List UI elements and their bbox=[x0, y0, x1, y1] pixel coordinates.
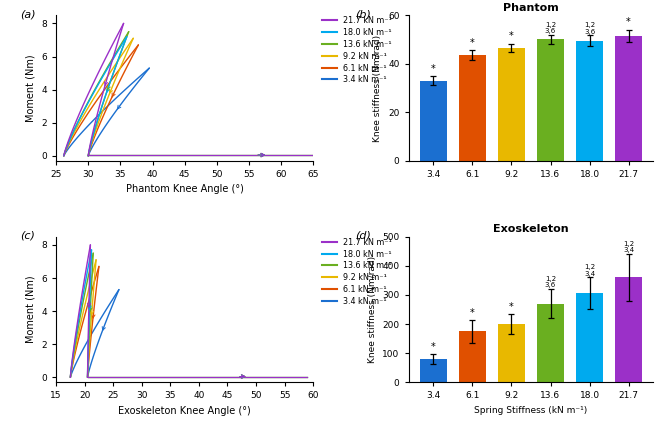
Bar bbox=[576, 41, 603, 161]
Y-axis label: Knee stiffness (Nm/rad): Knee stiffness (Nm/rad) bbox=[368, 256, 377, 363]
Text: 1,2
3,4: 1,2 3,4 bbox=[623, 241, 634, 253]
Text: *: * bbox=[626, 17, 631, 27]
Legend: 21.7 kN m⁻¹, 18.0 kN m⁻¹, 13.6 kN m⁻¹, 9.2 kN m⁻¹, 6.1 kN m⁻¹, 3.4 kN m⁻¹: 21.7 kN m⁻¹, 18.0 kN m⁻¹, 13.6 kN m⁻¹, 9… bbox=[322, 238, 392, 306]
Text: (a): (a) bbox=[20, 10, 36, 19]
Text: 1,2
3,6: 1,2 3,6 bbox=[545, 22, 556, 34]
Bar bbox=[537, 39, 564, 161]
Bar bbox=[537, 304, 564, 382]
X-axis label: Spring Stiffness (kN m⁻¹): Spring Stiffness (kN m⁻¹) bbox=[475, 406, 587, 415]
Text: 1,2
3,4: 1,2 3,4 bbox=[584, 264, 595, 276]
X-axis label: Phantom Knee Angle (°): Phantom Knee Angle (°) bbox=[125, 184, 244, 194]
Bar bbox=[615, 277, 642, 382]
Text: *: * bbox=[509, 302, 514, 312]
X-axis label: Exoskeleton Knee Angle (°): Exoskeleton Knee Angle (°) bbox=[118, 406, 251, 416]
Text: *: * bbox=[470, 308, 475, 318]
Bar bbox=[498, 48, 525, 161]
Bar bbox=[459, 331, 486, 382]
Y-axis label: Knee stiffness (Nm/rad): Knee stiffness (Nm/rad) bbox=[374, 35, 383, 142]
Title: Exoskeleton: Exoskeleton bbox=[493, 225, 569, 235]
Bar bbox=[420, 359, 447, 382]
Title: Phantom: Phantom bbox=[503, 3, 559, 13]
Bar bbox=[498, 324, 525, 382]
Text: *: * bbox=[431, 64, 436, 74]
Y-axis label: Moment (Nm): Moment (Nm) bbox=[26, 276, 36, 343]
Text: *: * bbox=[431, 342, 436, 353]
Bar bbox=[459, 55, 486, 161]
Text: (d): (d) bbox=[354, 231, 370, 241]
Bar bbox=[420, 81, 447, 161]
Bar bbox=[615, 36, 642, 161]
Text: (c): (c) bbox=[20, 231, 35, 241]
Y-axis label: Moment (Nm): Moment (Nm) bbox=[26, 54, 36, 122]
Text: *: * bbox=[509, 31, 514, 41]
Text: 1,2
3,6: 1,2 3,6 bbox=[584, 22, 595, 35]
Text: (b): (b) bbox=[354, 10, 370, 19]
Bar bbox=[576, 293, 603, 382]
Text: *: * bbox=[470, 38, 475, 48]
Text: 1,2
3,6: 1,2 3,6 bbox=[545, 276, 556, 288]
Legend: 21.7 kN m⁻¹, 18.0 kN m⁻¹, 13.6 kN m⁻¹, 9.2 kN m⁻¹, 6.1 kN m⁻¹, 3.4 kN m⁻¹: 21.7 kN m⁻¹, 18.0 kN m⁻¹, 13.6 kN m⁻¹, 9… bbox=[322, 16, 392, 84]
